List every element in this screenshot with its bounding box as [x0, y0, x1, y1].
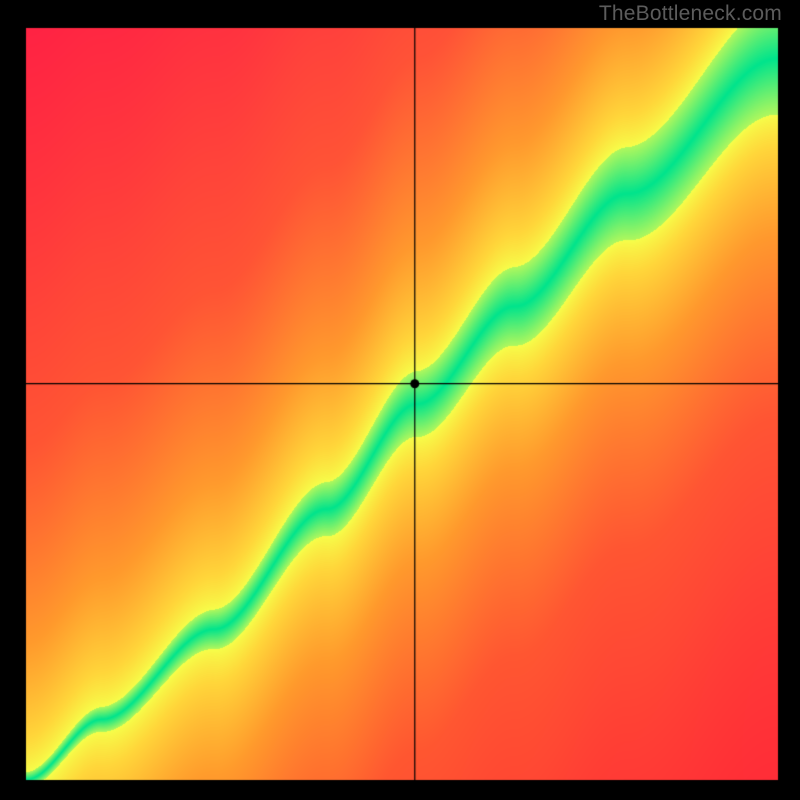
- watermark-label: TheBottleneck.com: [599, 2, 782, 26]
- chart-container: TheBottleneck.com: [0, 0, 800, 800]
- heatmap-canvas: [0, 0, 800, 800]
